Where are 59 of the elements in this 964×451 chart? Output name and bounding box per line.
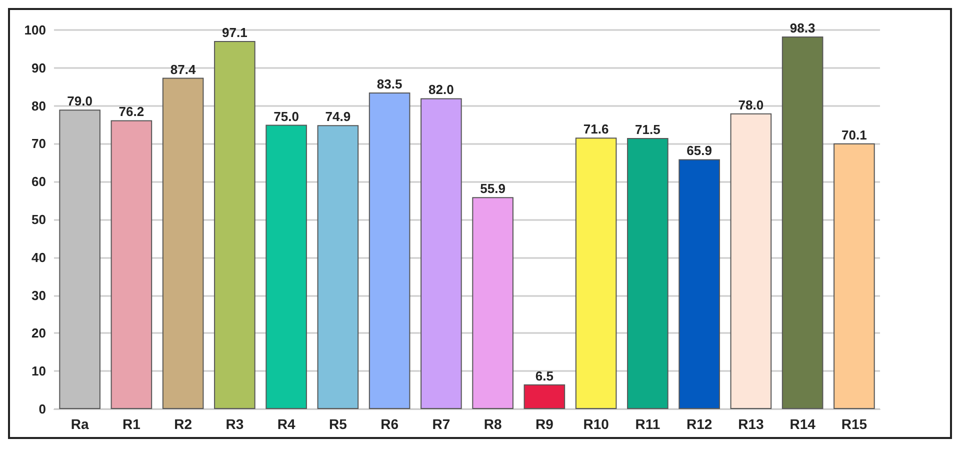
bar (678, 159, 720, 409)
data-label: 83.5 (376, 76, 402, 92)
data-label: 79.0 (67, 94, 92, 109)
y-tick-label: 90 (32, 60, 46, 76)
x-tick-label: R13 (738, 416, 764, 432)
y-tick-label: 30 (32, 288, 46, 303)
x-tick-label: Ra (70, 416, 89, 432)
y-tick-label: 10 (32, 364, 46, 379)
data-label: 97.1 (222, 24, 248, 40)
bar (59, 110, 100, 409)
bar (472, 197, 514, 409)
data-label: 75.0 (274, 108, 299, 124)
y-tick-label: 40 (32, 250, 46, 265)
data-label: 55.9 (480, 181, 506, 196)
x-tick-label: R6 (380, 416, 399, 432)
data-label: 71.5 (635, 122, 660, 138)
x-tick-label: R2 (174, 416, 192, 432)
bar (266, 124, 307, 409)
data-label: 76.2 (118, 104, 144, 120)
x-tick-label: R3 (226, 416, 244, 432)
data-label: 74.9 (325, 109, 351, 124)
x-tick-label: R9 (535, 416, 554, 432)
y-tick-label: 60 (32, 174, 46, 190)
x-tick-label: R1 (122, 416, 141, 432)
y-tick-label: 20 (32, 326, 46, 341)
bar (524, 384, 566, 409)
x-tick-label: R14 (790, 416, 816, 432)
data-label: 6.5 (535, 368, 554, 384)
bar (162, 78, 204, 409)
bar (368, 92, 410, 409)
x-tick-label: R15 (841, 416, 868, 432)
x-tick-label: R7 (432, 416, 450, 432)
bar (730, 113, 772, 409)
data-label: 71.6 (583, 122, 609, 137)
bar (834, 143, 875, 409)
x-tick-label: R12 (686, 416, 712, 432)
y-tick-label: 50 (32, 212, 46, 227)
bar (110, 120, 152, 409)
data-label: 78.0 (738, 97, 764, 112)
y-tick-label: 70 (32, 136, 46, 152)
bar (420, 98, 462, 409)
x-tick-label: R11 (635, 416, 660, 432)
data-label: 70.1 (842, 127, 867, 142)
y-tick-label: 100 (24, 22, 46, 38)
bar (782, 36, 824, 409)
bar (317, 125, 359, 409)
data-label: 98.3 (790, 20, 816, 36)
x-tick-label: R10 (583, 416, 610, 432)
bar (627, 138, 668, 409)
data-label: 87.4 (170, 62, 196, 77)
data-label: 65.9 (686, 143, 712, 158)
bar (214, 40, 256, 409)
y-tick-label: 0 (38, 402, 46, 416)
bar (575, 138, 617, 409)
x-tick-label: R8 (484, 416, 502, 432)
x-tick-label: R5 (328, 416, 348, 432)
x-tick-label: R4 (277, 416, 296, 432)
data-label: 82.0 (428, 82, 454, 98)
y-tick-label: 80 (32, 98, 46, 114)
